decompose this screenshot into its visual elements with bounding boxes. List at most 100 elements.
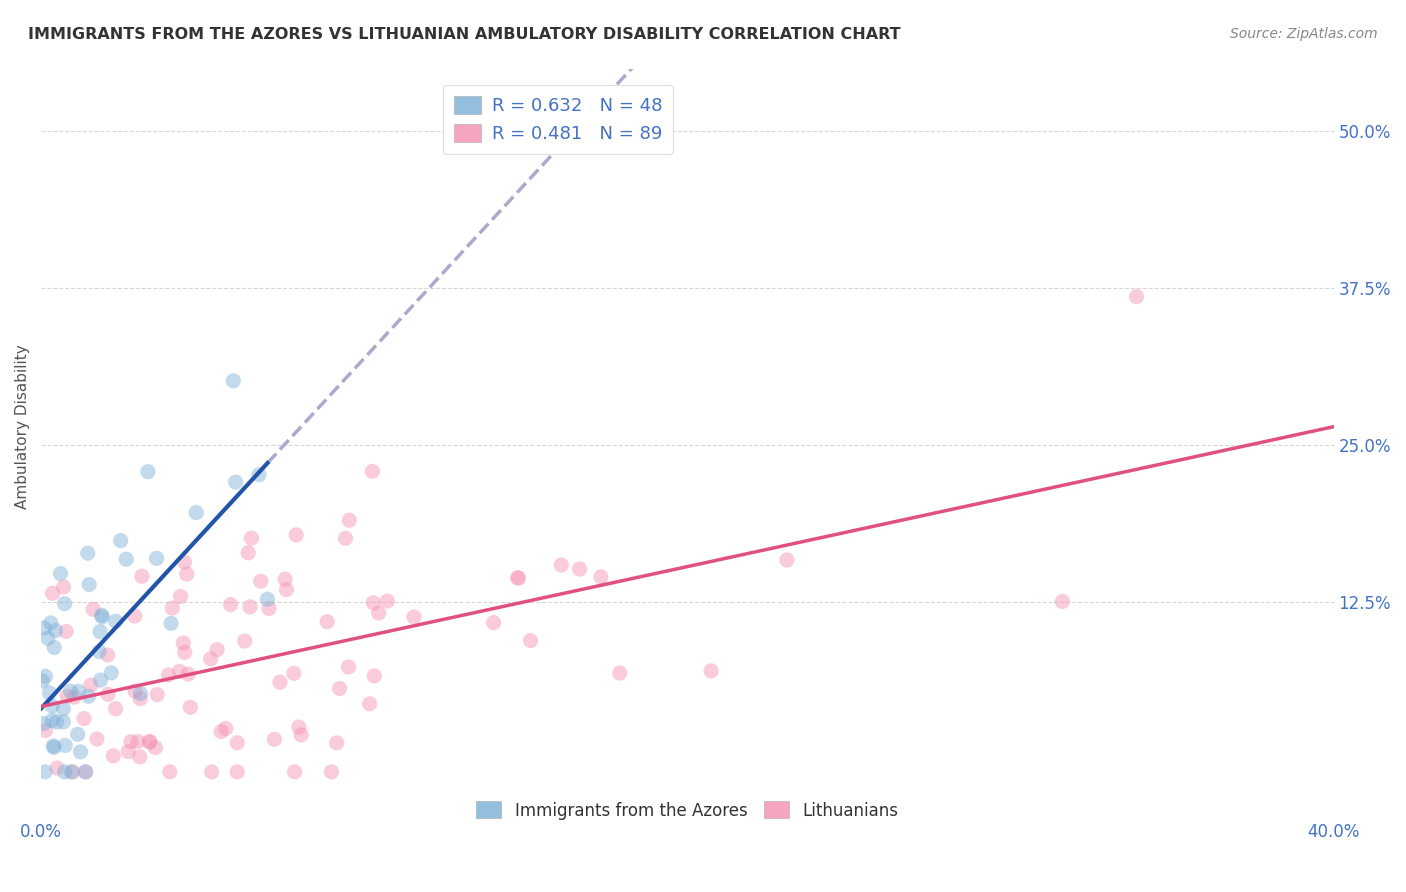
- Point: [226, 764, 249, 779]
- Point: [508, 571, 530, 585]
- Point: [69, 745, 91, 759]
- Point: [34, 764, 56, 779]
- Point: [52, 580, 75, 594]
- Point: [138, 734, 160, 748]
- Point: [169, 665, 191, 679]
- Point: [568, 562, 591, 576]
- Y-axis label: Ambulatory Disability: Ambulatory Disability: [15, 344, 30, 508]
- Point: [335, 532, 357, 546]
- Text: 40.0%: 40.0%: [1308, 823, 1360, 841]
- Point: [329, 681, 352, 696]
- Point: [136, 465, 159, 479]
- Point: [172, 636, 194, 650]
- Point: [42, 740, 65, 755]
- Point: [159, 764, 181, 779]
- Point: [222, 374, 245, 388]
- Point: [519, 633, 541, 648]
- Point: [177, 667, 200, 681]
- Point: [550, 558, 572, 572]
- Point: [89, 673, 111, 687]
- Point: [290, 728, 312, 742]
- Point: [41, 714, 63, 728]
- Point: [129, 687, 152, 701]
- Point: [609, 665, 631, 680]
- Point: [145, 740, 167, 755]
- Point: [249, 574, 271, 589]
- Point: [269, 675, 291, 690]
- Point: [53, 739, 76, 753]
- Point: [62, 764, 84, 779]
- Point: [325, 736, 347, 750]
- Point: [44, 640, 66, 655]
- Point: [100, 665, 122, 680]
- Point: [45, 715, 67, 730]
- Point: [363, 596, 385, 610]
- Point: [284, 764, 307, 779]
- Point: [288, 720, 311, 734]
- Point: [52, 702, 75, 716]
- Point: [776, 553, 799, 567]
- Point: [73, 712, 96, 726]
- Point: [146, 688, 169, 702]
- Point: [124, 609, 146, 624]
- Point: [205, 642, 228, 657]
- Point: [176, 567, 198, 582]
- Point: [256, 592, 278, 607]
- Point: [53, 597, 76, 611]
- Point: [120, 735, 142, 749]
- Point: [274, 572, 297, 586]
- Point: [402, 610, 425, 624]
- Point: [124, 684, 146, 698]
- Legend: Immigrants from the Azores, Lithuanians: Immigrants from the Azores, Lithuanians: [470, 795, 905, 826]
- Point: [89, 624, 111, 639]
- Point: [56, 689, 79, 703]
- Point: [139, 735, 162, 749]
- Point: [506, 571, 529, 585]
- Point: [337, 513, 360, 527]
- Point: [49, 566, 72, 581]
- Point: [82, 602, 104, 616]
- Point: [162, 601, 184, 615]
- Point: [482, 615, 505, 630]
- Point: [145, 551, 167, 566]
- Text: 0.0%: 0.0%: [20, 823, 62, 841]
- Point: [1125, 290, 1147, 304]
- Point: [257, 601, 280, 615]
- Point: [44, 624, 66, 638]
- Point: [117, 745, 139, 759]
- Point: [59, 684, 82, 698]
- Point: [169, 590, 191, 604]
- Point: [337, 660, 360, 674]
- Text: IMMIGRANTS FROM THE AZORES VS LITHUANIAN AMBULATORY DISABILITY CORRELATION CHART: IMMIGRANTS FROM THE AZORES VS LITHUANIAN…: [28, 27, 901, 42]
- Point: [238, 546, 260, 560]
- Point: [103, 748, 125, 763]
- Point: [589, 570, 612, 584]
- Point: [41, 699, 63, 714]
- Point: [233, 634, 256, 648]
- Point: [38, 686, 60, 700]
- Point: [104, 614, 127, 628]
- Point: [160, 616, 183, 631]
- Point: [31, 673, 53, 688]
- Point: [39, 615, 62, 630]
- Point: [55, 624, 77, 639]
- Point: [1052, 594, 1074, 608]
- Point: [200, 652, 222, 666]
- Point: [110, 533, 132, 548]
- Text: Source: ZipAtlas.com: Source: ZipAtlas.com: [1230, 27, 1378, 41]
- Point: [32, 716, 55, 731]
- Point: [104, 702, 127, 716]
- Point: [34, 669, 56, 683]
- Point: [367, 606, 389, 620]
- Point: [219, 598, 242, 612]
- Point: [87, 644, 110, 658]
- Point: [129, 691, 152, 706]
- Point: [276, 582, 298, 597]
- Point: [75, 764, 97, 779]
- Point: [201, 764, 224, 779]
- Point: [46, 761, 69, 775]
- Point: [90, 608, 112, 623]
- Point: [361, 464, 384, 478]
- Point: [75, 764, 97, 779]
- Point: [285, 528, 308, 542]
